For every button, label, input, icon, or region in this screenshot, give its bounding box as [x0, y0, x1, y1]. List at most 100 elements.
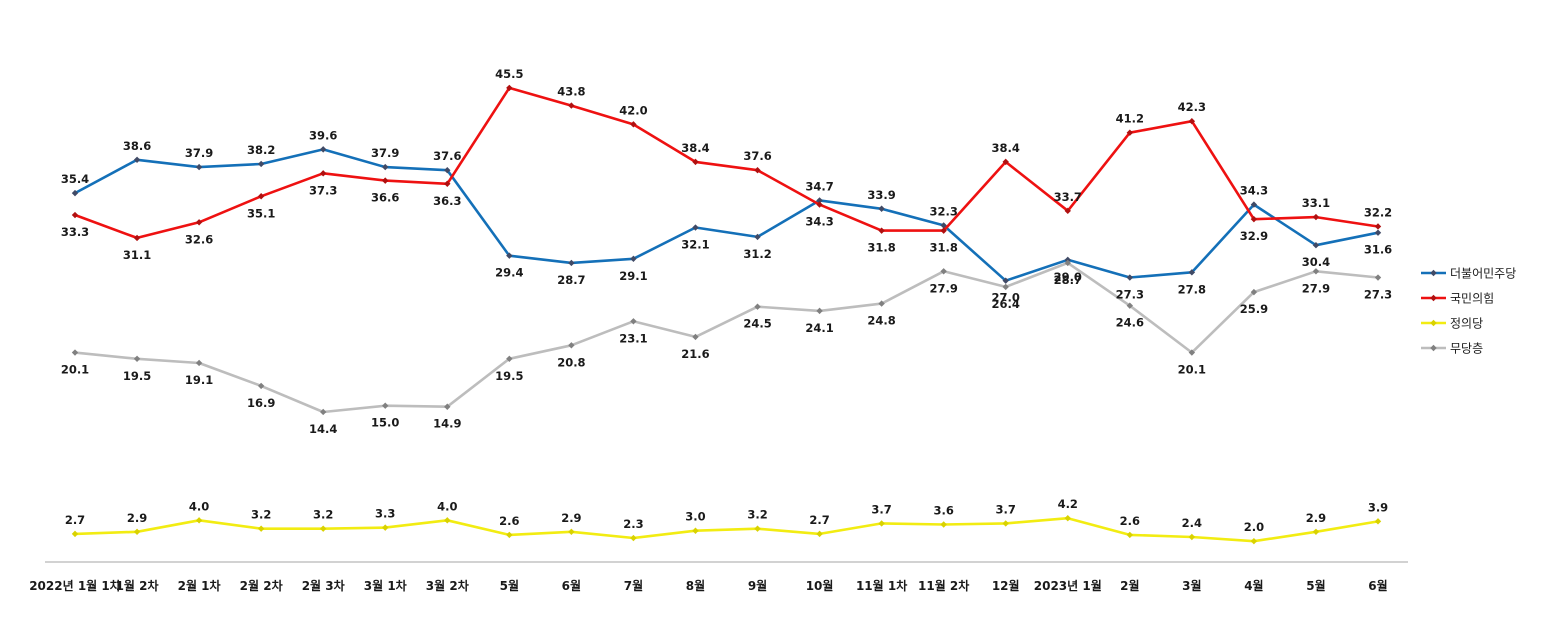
- data-point: [133, 234, 141, 242]
- x-tick-label: 11월 1차: [856, 578, 907, 593]
- data-label: 31.6: [1364, 243, 1392, 257]
- data-label: 45.5: [495, 67, 523, 81]
- data-label: 14.4: [309, 422, 337, 436]
- data-label: 33.1: [1302, 196, 1330, 210]
- data-point: [1312, 528, 1320, 535]
- x-tick-label: 3월 1차: [364, 578, 407, 593]
- data-label: 3.0: [685, 510, 705, 524]
- data-point: [71, 211, 79, 219]
- series-line-independent: [74, 261, 1379, 414]
- data-label: 30.4: [1302, 255, 1330, 269]
- data-label: 16.9: [247, 396, 275, 410]
- data-point: [1002, 520, 1009, 527]
- data-label: 3.6: [933, 503, 953, 517]
- data-point: [1250, 537, 1258, 545]
- data-label: 2.9: [1306, 511, 1326, 525]
- data-label: 3.3: [375, 507, 395, 521]
- data-label: 24.1: [805, 321, 833, 335]
- data-point: [940, 268, 947, 275]
- data-label: 15.0: [371, 416, 399, 430]
- legend-item-justice: 정의당: [1421, 317, 1483, 331]
- data-label: 3.7: [996, 502, 1016, 516]
- data-point: [692, 158, 699, 166]
- series-line-justice: [74, 516, 1379, 543]
- data-point: [568, 259, 575, 267]
- data-point: [319, 525, 327, 532]
- x-tick-label: 9월: [748, 578, 767, 593]
- data-label: 31.2: [743, 247, 771, 261]
- x-tick-label: 6월: [562, 578, 581, 593]
- data-point: [878, 300, 885, 307]
- data-point: [940, 521, 947, 528]
- data-point: [71, 530, 79, 538]
- data-point: [1374, 274, 1382, 281]
- x-tick-label: 10월: [806, 578, 834, 593]
- data-point: [506, 252, 513, 259]
- data-label: 3.2: [251, 508, 271, 522]
- data-point: [382, 177, 389, 184]
- data-point: [195, 163, 203, 171]
- data-label: 27.9: [929, 281, 957, 295]
- data-point: [692, 224, 699, 231]
- data-point: [1312, 268, 1320, 275]
- data-point: [1374, 223, 1382, 230]
- data-label: 2.3: [623, 517, 643, 531]
- x-tick-label: 11월 2차: [918, 578, 969, 593]
- legend-swatch-marker: [1430, 319, 1437, 327]
- data-label: 20.1: [1178, 363, 1206, 377]
- data-label: 3.2: [313, 508, 333, 522]
- data-label: 38.2: [247, 143, 275, 157]
- data-label: 42.0: [619, 103, 647, 117]
- data-point: [257, 160, 265, 168]
- data-label: 14.9: [433, 417, 461, 431]
- x-tick-label: 7월: [624, 578, 643, 593]
- data-label: 3.7: [871, 502, 891, 516]
- series-independent: [71, 259, 1382, 416]
- data-point: [1312, 242, 1320, 249]
- series-line-minjoo: [74, 148, 1379, 283]
- data-point: [1188, 269, 1196, 276]
- data-label: 24.6: [1116, 316, 1144, 330]
- data-label: 3.9: [1368, 500, 1388, 514]
- data-point: [1002, 277, 1009, 284]
- data-point: [878, 205, 885, 212]
- data-point: [195, 219, 203, 226]
- data-point: [382, 402, 389, 409]
- data-point: [816, 530, 823, 538]
- data-point: [444, 180, 451, 187]
- data-label: 36.3: [433, 194, 461, 208]
- data-label: 32.3: [929, 204, 957, 218]
- x-tick-label: 3월 2차: [426, 578, 469, 593]
- data-label: 19.5: [495, 369, 523, 383]
- data-point: [1188, 349, 1196, 356]
- data-label: 19.1: [185, 373, 213, 387]
- data-label: 32.2: [1364, 205, 1392, 219]
- data-label: 27.3: [1116, 288, 1144, 302]
- data-label: 2.6: [1120, 514, 1140, 528]
- data-point: [878, 520, 885, 527]
- x-tick-label: 2월 1차: [178, 578, 221, 593]
- data-label: 34.3: [805, 215, 833, 229]
- data-label: 29.1: [619, 269, 647, 283]
- data-label: 32.1: [681, 238, 709, 252]
- data-point: [444, 403, 451, 410]
- data-label: 2.4: [1182, 516, 1202, 530]
- data-point: [816, 201, 823, 208]
- data-point: [444, 517, 451, 524]
- data-point: [1064, 259, 1071, 267]
- data-label: 4.0: [437, 499, 457, 513]
- data-label: 39.6: [309, 128, 337, 142]
- legend-item-minjoo: 더불어민주당: [1421, 267, 1516, 281]
- data-label: 33.7: [1054, 190, 1082, 204]
- data-point: [71, 189, 79, 197]
- data-label: 37.9: [371, 146, 399, 160]
- data-label: 37.6: [433, 149, 461, 163]
- data-label: 26.4: [992, 297, 1020, 311]
- data-label: 34.3: [1240, 184, 1268, 198]
- data-point: [506, 84, 513, 92]
- data-point: [1126, 302, 1134, 309]
- legend-swatch-marker: [1430, 269, 1437, 277]
